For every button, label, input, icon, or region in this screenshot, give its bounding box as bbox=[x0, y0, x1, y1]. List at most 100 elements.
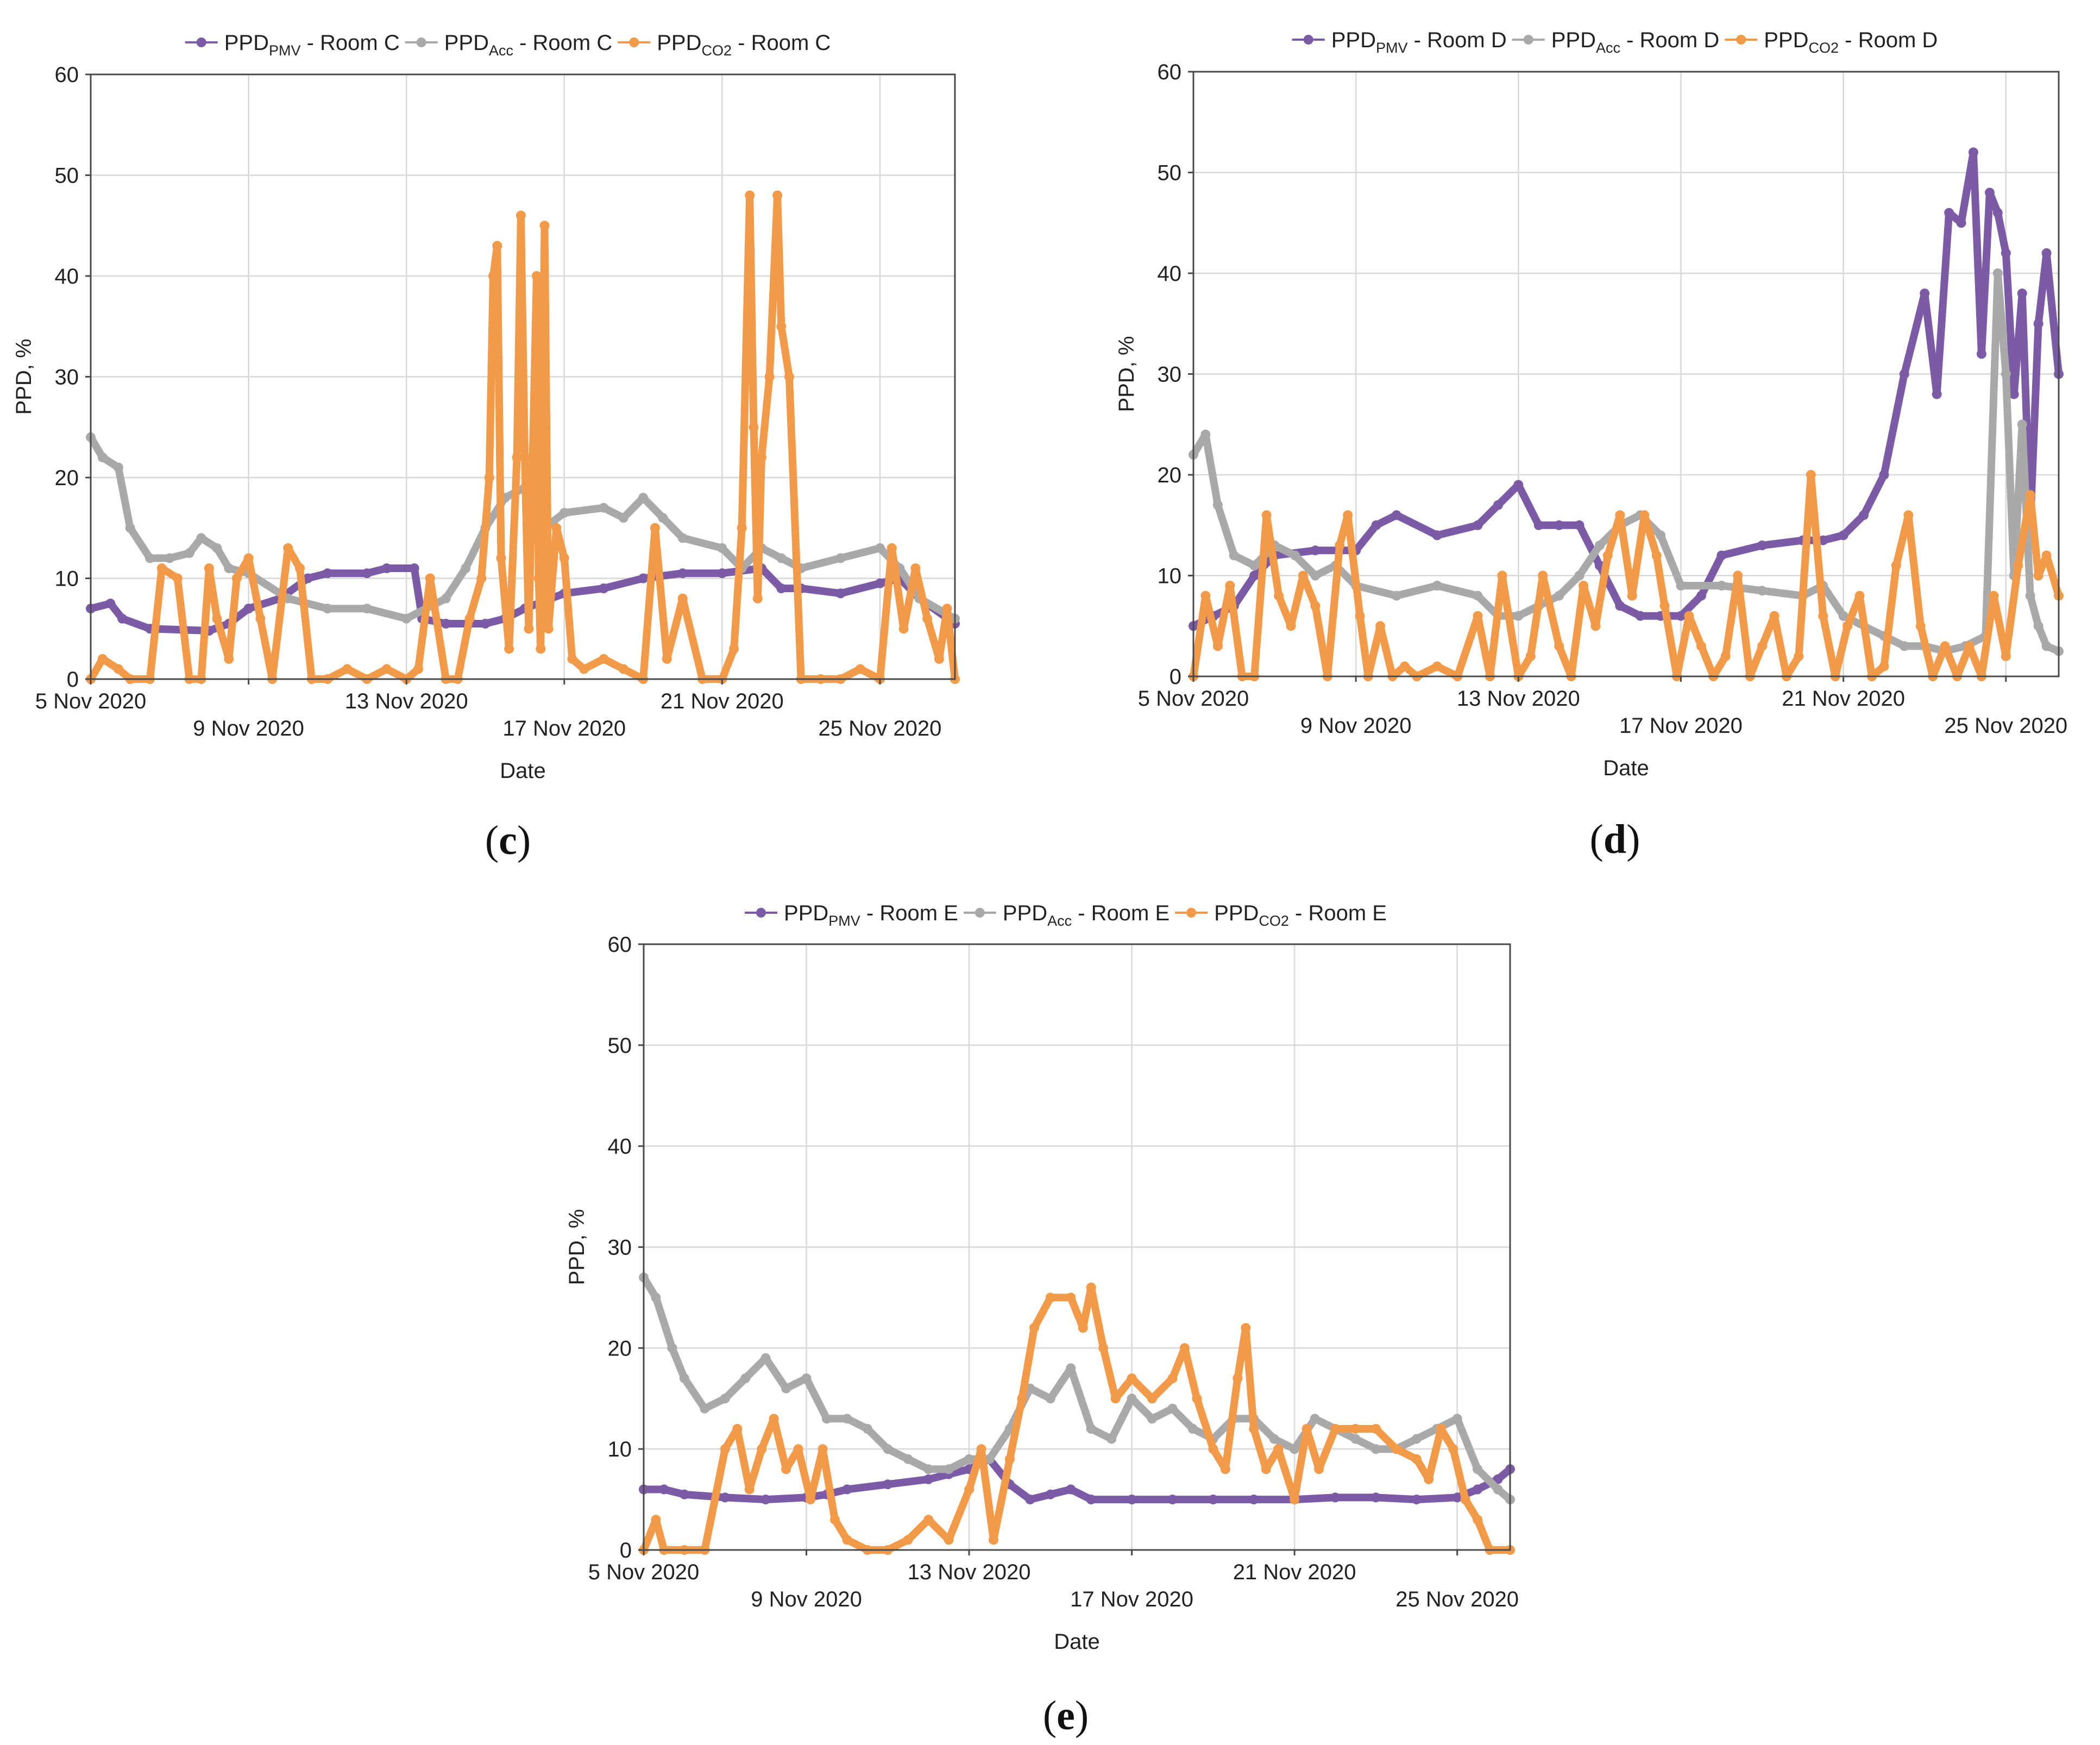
data-point-co2 bbox=[1167, 1373, 1178, 1384]
data-point-co2 bbox=[1806, 470, 1816, 480]
data-point-co2 bbox=[1110, 1394, 1121, 1404]
data-point-co2 bbox=[1411, 1454, 1422, 1464]
data-point-co2 bbox=[776, 321, 787, 331]
data-point-co2 bbox=[989, 1535, 998, 1545]
data-point-acc bbox=[1229, 550, 1239, 561]
data-point-co2 bbox=[903, 1535, 913, 1545]
data-point-pmv bbox=[1717, 550, 1727, 561]
y-tick-label: 40 bbox=[608, 1135, 632, 1159]
y-tick-label: 60 bbox=[1158, 60, 1182, 84]
data-point-acc bbox=[667, 1343, 677, 1353]
data-point-co2 bbox=[559, 553, 569, 563]
data-point-co2 bbox=[650, 523, 660, 533]
data-point-co2 bbox=[1554, 641, 1564, 651]
y-tick-label: 10 bbox=[608, 1438, 632, 1461]
data-point-co2 bbox=[942, 604, 952, 614]
data-point-co2 bbox=[1903, 510, 1914, 520]
x-tick-label: 9 Nov 2020 bbox=[1300, 714, 1412, 738]
data-point-co2 bbox=[1212, 641, 1223, 651]
legend-item-co2: PPDCO2 - Room E bbox=[1175, 901, 1387, 929]
y-tick-label: 40 bbox=[55, 265, 79, 288]
data-point-pmv bbox=[2041, 248, 2052, 258]
data-point-pmv bbox=[1899, 369, 1909, 379]
data-point-co2 bbox=[1684, 611, 1694, 621]
data-point-acc bbox=[1187, 1424, 1198, 1434]
data-point-co2 bbox=[784, 372, 794, 382]
legend: PPDPMV - Room C PPDAcc - Room C PPDCO2 - R… bbox=[185, 31, 831, 59]
data-point-co2 bbox=[1769, 611, 1780, 621]
chart-panel-e: 0 10 20 30 40 50 60 5 Nov 2020 9 Nov 2020 13 Nov … bbox=[565, 901, 1519, 1738]
data-point-co2 bbox=[1330, 1424, 1340, 1434]
x-axis-title: Date bbox=[1603, 756, 1649, 780]
data-point-co2 bbox=[2013, 561, 2023, 570]
data-point-co2 bbox=[1017, 1394, 1027, 1404]
legend-item-acc: PPDAcc - Room D bbox=[1512, 28, 1719, 56]
legend-label: PPDAcc - Room C bbox=[444, 31, 613, 59]
data-point-acc bbox=[362, 604, 372, 614]
x-tick-label: 17 Nov 2020 bbox=[1070, 1587, 1193, 1611]
data-point-co2 bbox=[1391, 1444, 1401, 1454]
data-point-acc bbox=[2041, 641, 2052, 651]
data-point-pmv bbox=[1167, 1495, 1178, 1505]
data-point-co2 bbox=[579, 664, 589, 674]
data-point-pmv bbox=[303, 573, 313, 583]
data-point-acc bbox=[740, 1373, 751, 1384]
data-point-acc bbox=[1212, 500, 1223, 510]
data-point-co2 bbox=[1225, 581, 1235, 591]
data-point-co2 bbox=[757, 452, 766, 462]
data-point-acc bbox=[1656, 530, 1666, 541]
data-point-co2 bbox=[231, 573, 242, 583]
data-point-co2 bbox=[1940, 641, 1950, 651]
data-point-acc bbox=[125, 523, 135, 533]
data-point-pmv bbox=[1127, 1495, 1137, 1505]
data-point-co2 bbox=[1733, 570, 1743, 581]
data-point-acc bbox=[1290, 550, 1300, 561]
chart-panel-c: 0 10 20 30 40 50 60 5 Nov 2020 9 Nov 2020 13 Nov … bbox=[12, 31, 960, 863]
data-point-acc bbox=[1493, 1484, 1503, 1495]
data-point-acc bbox=[1310, 570, 1321, 581]
data-point-co2 bbox=[1915, 621, 1926, 631]
data-point-co2 bbox=[1854, 591, 1865, 601]
chart-panel-d: 0 10 20 30 40 50 60 5 Nov 2020 9 Nov 2020 13 Nov … bbox=[1115, 28, 2067, 862]
data-point-pmv bbox=[1984, 187, 1995, 198]
y-axis-title: PPD, % bbox=[565, 1209, 589, 1285]
data-point-acc bbox=[97, 452, 108, 462]
data-point-pmv bbox=[117, 613, 128, 624]
legend-swatch-marker bbox=[629, 37, 639, 47]
data-point-acc bbox=[677, 533, 688, 543]
data-point-co2 bbox=[749, 422, 759, 432]
data-point-co2 bbox=[769, 1414, 779, 1424]
data-point-co2 bbox=[1220, 1464, 1230, 1474]
legend-label: PPDAcc - Room E bbox=[1003, 901, 1170, 929]
data-point-acc bbox=[165, 553, 175, 563]
y-tick-label: 10 bbox=[55, 567, 79, 591]
data-point-co2 bbox=[1659, 601, 1670, 611]
y-tick-label: 20 bbox=[55, 466, 79, 490]
data-point-co2 bbox=[1651, 550, 1662, 561]
data-point-co2 bbox=[732, 1424, 743, 1434]
data-point-pmv bbox=[1838, 530, 1848, 541]
data-point-pmv bbox=[1208, 1495, 1218, 1505]
data-point-acc bbox=[599, 503, 609, 513]
data-point-acc bbox=[1838, 611, 1848, 621]
data-point-co2 bbox=[1045, 1292, 1055, 1303]
data-point-co2 bbox=[524, 624, 534, 634]
data-point-acc bbox=[322, 604, 332, 614]
data-point-acc bbox=[1992, 268, 2003, 278]
data-point-co2 bbox=[1302, 1424, 1312, 1434]
data-point-pmv bbox=[409, 563, 419, 573]
data-point-co2 bbox=[539, 221, 550, 231]
data-point-co2 bbox=[172, 573, 183, 583]
data-point-co2 bbox=[543, 624, 554, 634]
data-point-co2 bbox=[97, 654, 108, 664]
data-point-co2 bbox=[1314, 1464, 1324, 1474]
data-point-acc bbox=[835, 553, 846, 563]
data-point-pmv bbox=[1635, 611, 1645, 621]
data-point-co2 bbox=[2025, 490, 2035, 500]
data-point-co2 bbox=[964, 1484, 974, 1495]
data-point-pmv bbox=[1676, 611, 1686, 621]
data-point-co2 bbox=[806, 1495, 815, 1505]
legend-swatch-marker bbox=[1186, 908, 1197, 918]
data-point-pmv bbox=[1932, 389, 1942, 399]
data-point-pmv bbox=[1859, 510, 1869, 520]
